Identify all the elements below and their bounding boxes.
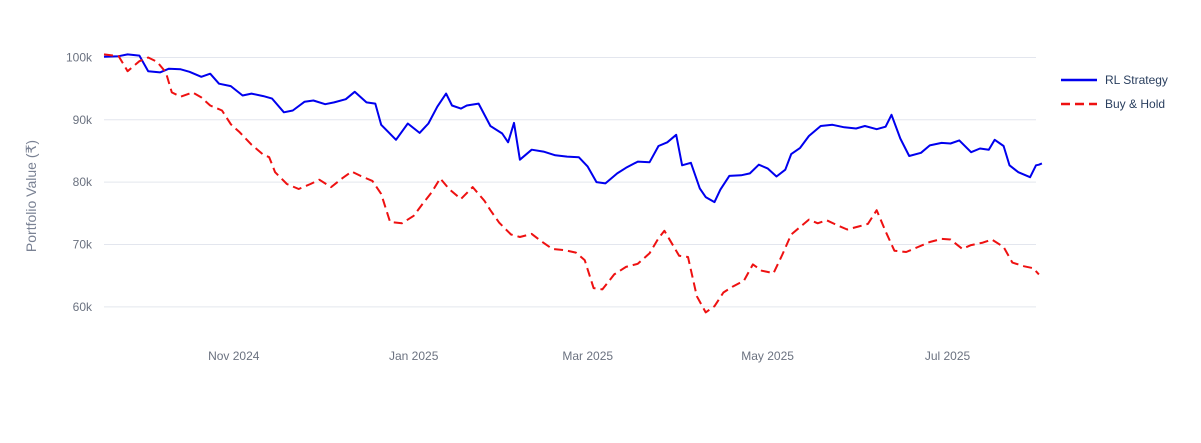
x-tick-label: Nov 2024 [208,349,260,363]
y-axis-title: Portfolio Value (₹) [23,140,39,252]
y-tick-label: 100k [66,50,93,64]
gridlines [104,56,1036,308]
x-tick-label: Mar 2025 [562,349,613,363]
series-line-buy-and-hold [103,53,1040,314]
x-tick-labels: Nov 2024 Jan 2025 Mar 2025 May 2025 Jul 2025 [208,349,970,363]
series-line-rl-strategy [103,53,1043,204]
legend-label: RL Strategy [1105,73,1168,87]
series-lines [103,53,1043,314]
legend-item[interactable]: Buy & Hold [1061,97,1165,111]
x-tick-label: May 2025 [741,349,794,363]
legend-label: Buy & Hold [1105,97,1165,111]
legend[interactable]: RL Strategy Buy & Hold [1061,73,1168,111]
x-tick-label: Jul 2025 [925,349,971,363]
y-tick-label: 90k [73,113,93,127]
y-tick-label: 60k [73,300,93,314]
y-tick-label: 80k [73,175,93,189]
legend-item[interactable]: RL Strategy [1061,73,1168,87]
y-tick-label: 70k [73,237,93,251]
x-tick-label: Jan 2025 [389,349,439,363]
y-tick-labels: 60k 70k 80k 90k 100k [66,50,93,313]
